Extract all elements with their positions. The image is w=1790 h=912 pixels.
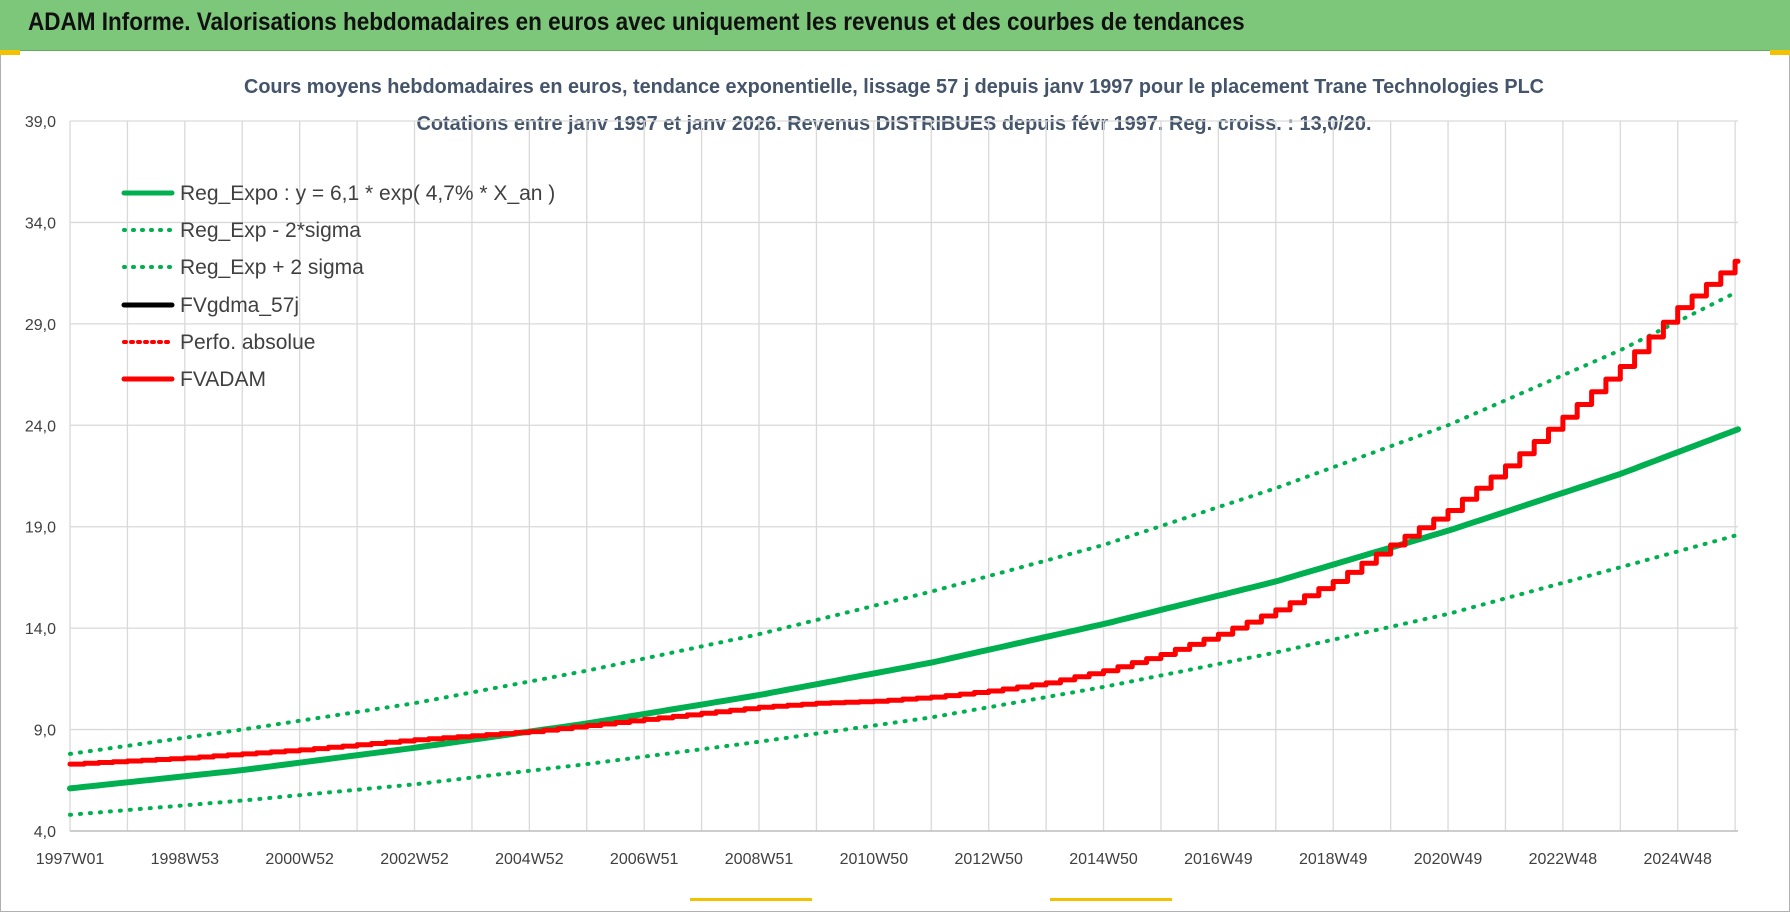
bottom-accent-mark bbox=[690, 898, 812, 901]
x-tick-label: 2024W48 bbox=[1643, 851, 1712, 868]
grid bbox=[69, 120, 1738, 832]
y-tick-label: 39,0 bbox=[25, 114, 56, 131]
x-tick-label: 2000W52 bbox=[265, 851, 334, 868]
legend-label: Reg_Exp + 2 sigma bbox=[180, 256, 364, 279]
legend-label: Perfo. absolue bbox=[180, 331, 315, 354]
y-tick-label: 4,0 bbox=[34, 824, 56, 841]
x-tick-label: 2016W49 bbox=[1184, 851, 1253, 868]
line-chart: Cours moyens hebdomadaires en euros, ten… bbox=[25, 76, 1741, 901]
x-tick-label: 2018W49 bbox=[1299, 851, 1368, 868]
page-title: ADAM Informe. Valorisations hebdomadaire… bbox=[28, 8, 1245, 36]
y-tick-label: 14,0 bbox=[25, 621, 56, 638]
corner-mark-top-right bbox=[1770, 50, 1790, 55]
legend: Reg_Expo : y = 6,1 * exp( 4,7% * X_an ) R… bbox=[121, 182, 555, 391]
series-reg-exp-plus-2sigma bbox=[68, 289, 1740, 756]
chart-title: Cours moyens hebdomadaires en euros, ten… bbox=[244, 76, 1544, 98]
x-tick-label: 2010W50 bbox=[840, 851, 909, 868]
series-fvadam bbox=[67, 258, 1741, 767]
legend-label: FVgdma_57j bbox=[180, 294, 299, 317]
series-perfo-absolue bbox=[68, 259, 1740, 766]
x-tick-label: 2002W52 bbox=[380, 851, 449, 868]
x-tick-label: 2004W52 bbox=[495, 851, 564, 868]
x-tick-label: 2020W49 bbox=[1414, 851, 1483, 868]
x-tick-label: 2008W51 bbox=[725, 851, 794, 868]
y-tick-label: 9,0 bbox=[34, 723, 56, 740]
x-tick-label: 1998W53 bbox=[151, 851, 220, 868]
legend-label: FVADAM bbox=[180, 368, 266, 391]
y-tick-label: 34,0 bbox=[25, 215, 56, 232]
x-tick-label: 2014W50 bbox=[1069, 851, 1138, 868]
y-tick-label: 29,0 bbox=[25, 317, 56, 334]
series-reg-exp-minus-2sigma bbox=[68, 532, 1740, 817]
series-reg-expo bbox=[67, 426, 1741, 792]
chart-subtitle: Cotations entre janv 1997 et janv 2026. … bbox=[417, 113, 1372, 135]
header-bar: ADAM Informe. Valorisations hebdomadaire… bbox=[0, 0, 1790, 51]
x-tick-label: 2006W51 bbox=[610, 851, 679, 868]
y-tick-label: 24,0 bbox=[25, 418, 56, 435]
series-fvgdma-57j bbox=[68, 259, 1740, 766]
bottom-accent-mark bbox=[1050, 898, 1172, 901]
x-tick-label: 2012W50 bbox=[954, 851, 1023, 868]
x-tick-label: 1997W01 bbox=[36, 851, 105, 868]
legend-label: Reg_Exp - 2*sigma bbox=[180, 219, 361, 242]
y-tick-label: 19,0 bbox=[25, 520, 56, 537]
corner-mark-top-left bbox=[0, 50, 20, 55]
x-tick-label: 2022W48 bbox=[1529, 851, 1598, 868]
legend-label: Reg_Expo : y = 6,1 * exp( 4,7% * X_an ) bbox=[180, 182, 555, 205]
